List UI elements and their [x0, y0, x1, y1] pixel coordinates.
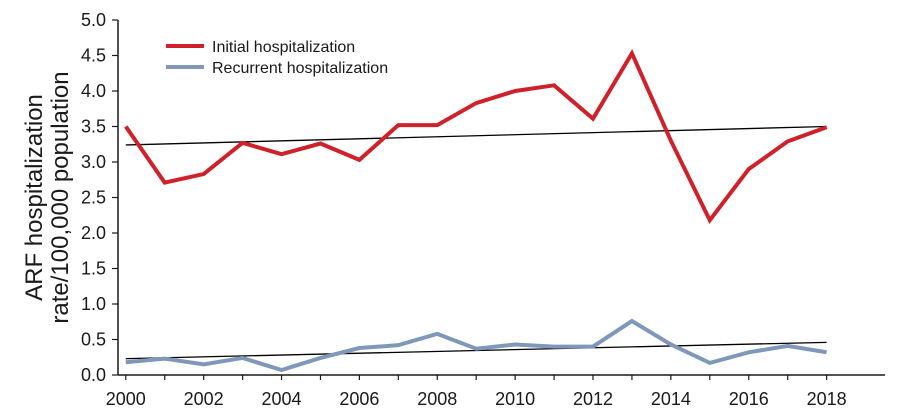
- legend: Initial hospitalization Recurrent hospita…: [166, 39, 388, 77]
- x-tick-label: 2012: [573, 389, 613, 409]
- x-tick-label: 2008: [417, 389, 457, 409]
- x-tick-label: 2010: [495, 389, 535, 409]
- axes: 0.0 0.5 1.0 1.5 2.0 2.5 3.0 3.5 4.0 4.5 5.0 2000 200…: [81, 10, 885, 409]
- x-tick-label: 2004: [261, 389, 301, 409]
- trendlines: [125, 125, 827, 360]
- y-axis-title: ARF hospitalizationrate/100,000 populati…: [21, 71, 74, 323]
- x-tick-label: 2016: [729, 389, 769, 409]
- y-tick-label: 3.5: [81, 117, 106, 137]
- y-tick-label: 2.0: [81, 223, 106, 243]
- y-tick-label: 4.0: [81, 81, 106, 101]
- series-line: [124, 49, 828, 225]
- y-axis-label: ARF hospitalizationrate/100,000 populati…: [21, 71, 74, 323]
- y-tick-label: 1.5: [81, 259, 106, 279]
- series-lines: [124, 49, 828, 373]
- y-tick-label: 4.5: [81, 46, 106, 66]
- legend-label: Initial hospitalization: [212, 39, 355, 56]
- x-tick-label: 2000: [106, 389, 146, 409]
- y-tick-label: 0.0: [81, 365, 106, 385]
- y-tick-label: 5.0: [81, 10, 106, 30]
- x-tick-label: 2006: [339, 389, 379, 409]
- legend-label: Recurrent hospitalization: [212, 60, 388, 77]
- x-tick-label: 2018: [807, 389, 847, 409]
- y-axis-label-line: rate/100,000 population: [47, 71, 74, 323]
- y-tick-label: 1.0: [81, 294, 106, 314]
- x-tick-label: 2014: [651, 389, 691, 409]
- series-line: [125, 318, 827, 373]
- y-axis-label-line: ARF hospitalization: [21, 94, 48, 301]
- y-tick-label: 2.5: [81, 188, 106, 208]
- x-tick-label: 2002: [184, 389, 224, 409]
- trendline: [125, 125, 827, 146]
- y-tick-label: 3.0: [81, 152, 106, 172]
- y-tick-label: 0.5: [81, 330, 106, 350]
